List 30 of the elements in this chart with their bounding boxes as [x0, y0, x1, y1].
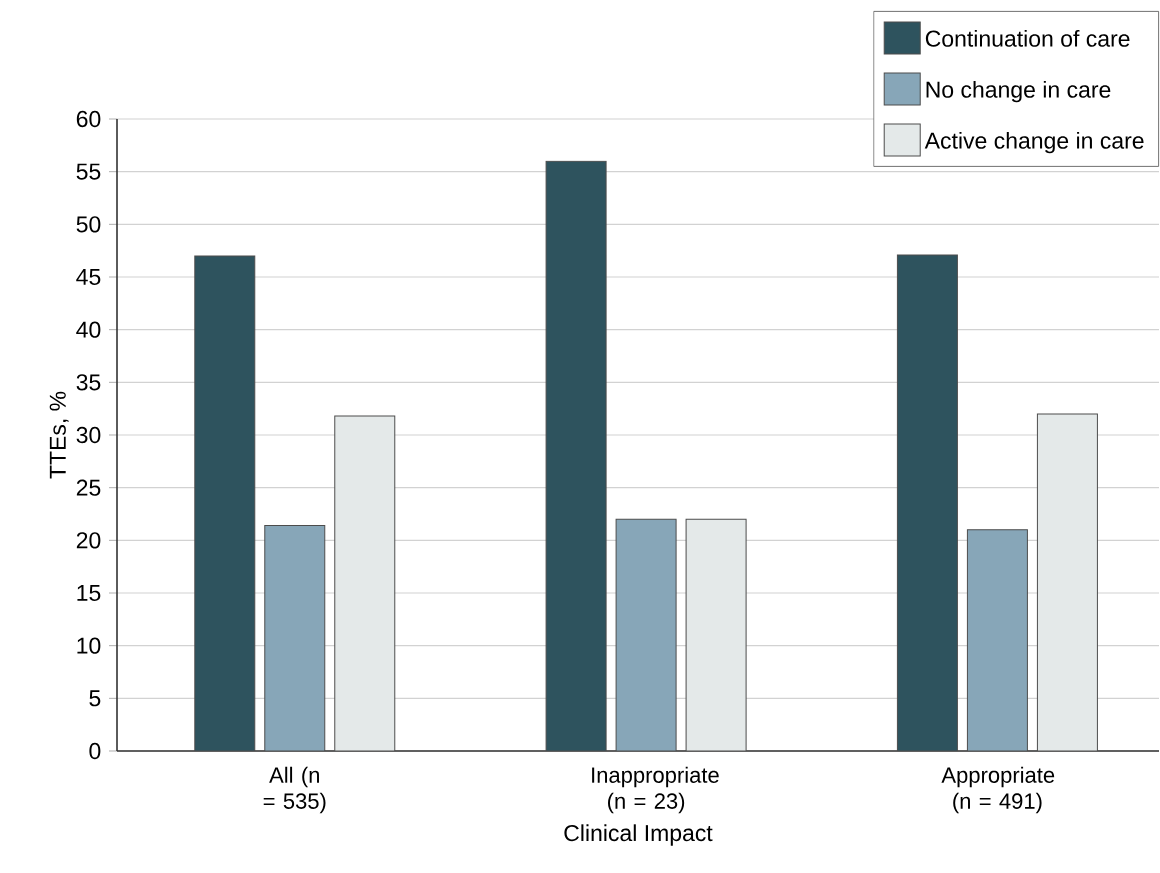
bar	[685, 518, 747, 751]
y-axis-title: TTEs, %	[49, 391, 69, 479]
y-tick-label: 55	[76, 163, 101, 180]
legend-label: No change in care	[926, 80, 1111, 103]
y-tick-label: 15	[77, 584, 101, 602]
y-tick-label: 10	[77, 637, 101, 654]
y-tick-label: 25	[76, 479, 101, 496]
y-tick-label: 45	[76, 268, 101, 286]
bar	[194, 255, 256, 751]
bar	[896, 254, 958, 751]
legend-label: Continuation of care	[925, 29, 1130, 47]
y-tick-label: 60	[76, 110, 101, 128]
bar	[1036, 413, 1098, 751]
y-tick-label: 5	[89, 690, 101, 707]
bar	[334, 415, 396, 751]
bar	[264, 525, 326, 751]
bar	[966, 529, 1028, 751]
x-axis-title: Clinical Impact	[564, 824, 713, 846]
y-tick-label: 30	[76, 426, 101, 444]
y-tick-label: 40	[76, 321, 101, 338]
y-tick-label: 50	[76, 216, 101, 233]
x-tick-label: Inappropriate (n = 23)	[592, 766, 719, 814]
y-tick-label: 0	[89, 742, 101, 760]
y-tick-label: 35	[76, 374, 101, 391]
bar	[615, 518, 677, 751]
x-tick-label: All (n = 535)	[263, 766, 326, 814]
y-tick-label: 20	[76, 532, 101, 549]
legend-label: Active change in care	[924, 131, 1144, 154]
x-tick-label: Appropriate (n = 491)	[941, 766, 1055, 814]
bar	[545, 160, 607, 751]
